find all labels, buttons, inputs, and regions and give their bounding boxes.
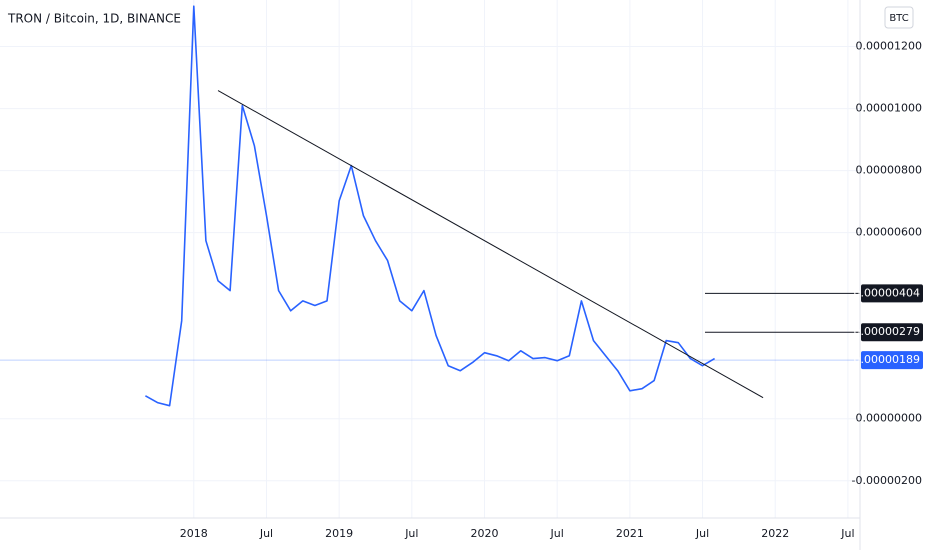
x-tick-label: 2018: [180, 527, 208, 540]
level-label-box: [861, 323, 923, 342]
y-tick-label: -0.00000200: [852, 474, 922, 487]
currency-label: BTC: [889, 13, 908, 24]
x-tick-label: 2019: [325, 527, 353, 540]
price-line: [145, 5, 716, 407]
level-label: 0.00000279: [854, 325, 920, 338]
y-tick-label: 0.00000600: [856, 226, 922, 239]
level-label-box: [861, 284, 923, 303]
x-tick-label: 2020: [471, 527, 499, 540]
x-tick-label: Jul: [259, 527, 273, 540]
x-tick-label: 2021: [616, 527, 644, 540]
trendline: [217, 90, 764, 399]
y-tick-label: 0.00001000: [856, 102, 922, 115]
x-tick-label: Jul: [404, 527, 418, 540]
last-price-box: [861, 351, 923, 370]
x-tick-label: Jul: [840, 527, 854, 540]
x-tick-label: 2022: [761, 527, 789, 540]
last-price-label: 0.00000189: [854, 353, 920, 366]
chart-title: TRON / Bitcoin, 1D, BINANCE: [7, 12, 181, 26]
x-tick-label: Jul: [550, 527, 564, 540]
y-tick-label: 0.00000800: [856, 164, 922, 177]
x-tick-label: Jul: [695, 527, 709, 540]
y-tick-label: 0.00001200: [856, 40, 922, 53]
level-label: 0.00000404: [854, 286, 920, 299]
currency-button[interactable]: [884, 6, 914, 29]
y-tick-label: 0.00000000: [856, 412, 922, 425]
